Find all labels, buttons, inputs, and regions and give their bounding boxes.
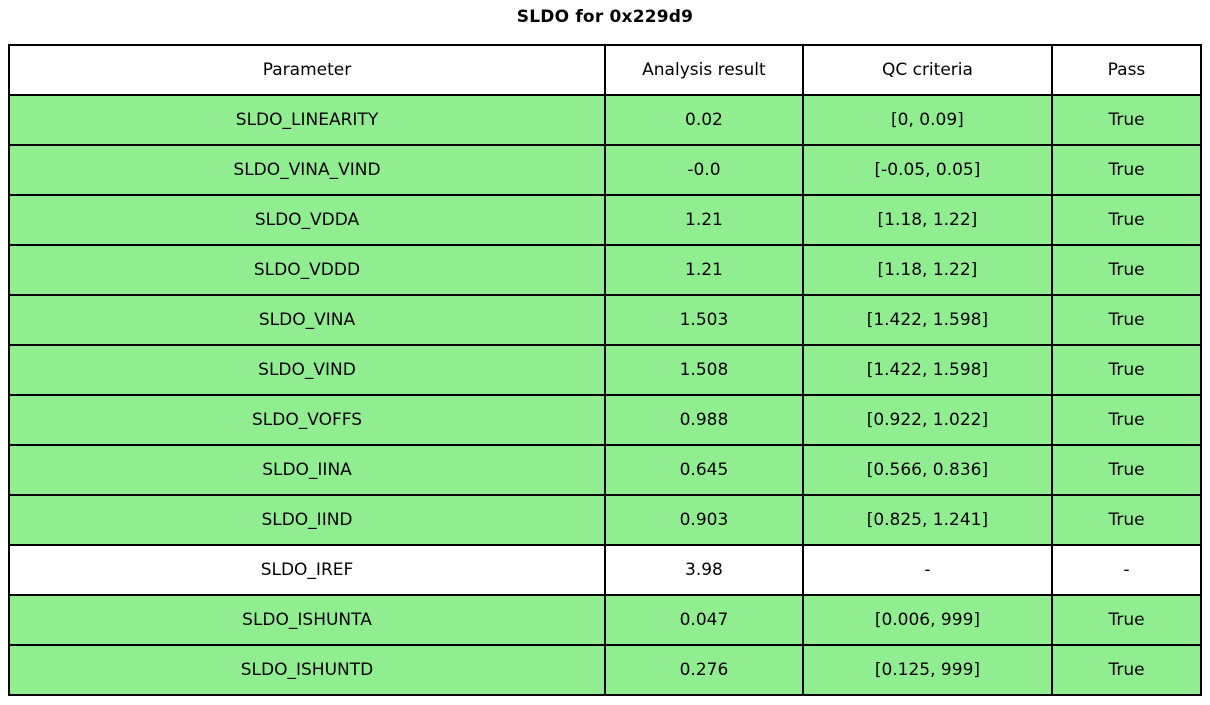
cell-parameter: SLDO_VDDD xyxy=(8,244,606,296)
cell-parameter: SLDO_VIND xyxy=(8,344,606,396)
chart-title: SLDO for 0x229d9 xyxy=(516,7,694,27)
cell-parameter: SLDO_VDDA xyxy=(8,194,606,246)
cell-criteria: [0.825, 1.241] xyxy=(801,494,1053,546)
cell-result: 0.645 xyxy=(604,444,804,496)
cell-result: 3.98 xyxy=(604,544,804,596)
column-header-pass: Pass xyxy=(1050,44,1203,96)
table-row: SLDO_VDDD 1.21 [1.18, 1.22] True xyxy=(8,244,1203,296)
cell-parameter: SLDO_IINA xyxy=(8,444,606,496)
cell-result: 0.02 xyxy=(604,94,804,146)
cell-pass: True xyxy=(1050,444,1203,496)
table-row: SLDO_LINEARITY 0.02 [0, 0.09] True xyxy=(8,94,1203,146)
cell-result: 0.988 xyxy=(604,394,804,446)
cell-parameter: SLDO_ISHUNTA xyxy=(8,594,606,646)
cell-result: -0.0 xyxy=(604,144,804,196)
table-row: SLDO_VINA 1.503 [1.422, 1.598] True xyxy=(8,294,1203,346)
cell-pass: True xyxy=(1050,94,1203,146)
cell-parameter: SLDO_VINA_VIND xyxy=(8,144,606,196)
table-row: SLDO_IINA 0.645 [0.566, 0.836] True xyxy=(8,444,1203,496)
cell-criteria: - xyxy=(801,544,1053,596)
cell-pass: True xyxy=(1050,644,1203,696)
cell-criteria: [1.422, 1.598] xyxy=(801,344,1053,396)
table-row: SLDO_VINA_VIND -0.0 [-0.05, 0.05] True xyxy=(8,144,1203,196)
cell-pass: True xyxy=(1050,144,1203,196)
cell-parameter: SLDO_ISHUNTD xyxy=(8,644,606,696)
cell-result: 0.276 xyxy=(604,644,804,696)
cell-result: 0.903 xyxy=(604,494,804,546)
cell-parameter: SLDO_VINA xyxy=(8,294,606,346)
cell-criteria: [-0.05, 0.05] xyxy=(801,144,1053,196)
cell-pass: True xyxy=(1050,194,1203,246)
cell-criteria: [0.125, 999] xyxy=(801,644,1053,696)
cell-criteria: [1.422, 1.598] xyxy=(801,294,1053,346)
column-header-qc-criteria: QC criteria xyxy=(801,44,1053,96)
cell-pass: True xyxy=(1050,394,1203,446)
cell-criteria: [1.18, 1.22] xyxy=(801,194,1053,246)
cell-result: 1.21 xyxy=(604,194,804,246)
qc-results-table: Parameter Analysis result QC criteria Pa… xyxy=(8,44,1203,696)
table-row: SLDO_VIND 1.508 [1.422, 1.598] True xyxy=(8,344,1203,396)
cell-pass: True xyxy=(1050,344,1203,396)
cell-parameter: SLDO_LINEARITY xyxy=(8,94,606,146)
table-row: SLDO_ISHUNTD 0.276 [0.125, 999] True xyxy=(8,644,1203,696)
cell-criteria: [0, 0.09] xyxy=(801,94,1053,146)
cell-criteria: [0.566, 0.836] xyxy=(801,444,1053,496)
table-row: SLDO_VOFFS 0.988 [0.922, 1.022] True xyxy=(8,394,1203,446)
table-row: SLDO_IREF 3.98- - xyxy=(8,544,1203,596)
cell-pass: - xyxy=(1050,544,1203,596)
cell-criteria: [0.922, 1.022] xyxy=(801,394,1053,446)
cell-pass: True xyxy=(1050,494,1203,546)
cell-result: 1.21 xyxy=(604,244,804,296)
cell-result: 1.508 xyxy=(604,344,804,396)
cell-result: 0.047 xyxy=(604,594,804,646)
cell-result: 1.503 xyxy=(604,294,804,346)
cell-parameter: SLDO_IREF xyxy=(8,544,606,596)
cell-pass: True xyxy=(1050,294,1203,346)
table-row: SLDO_IIND 0.903 [0.825, 1.241] True xyxy=(8,494,1203,546)
table-row: SLDO_VDDA 1.21 [1.18, 1.22] True xyxy=(8,194,1203,246)
cell-criteria: [0.006, 999] xyxy=(801,594,1053,646)
column-header-parameter: Parameter xyxy=(8,44,606,96)
cell-pass: True xyxy=(1050,244,1203,296)
cell-pass: True xyxy=(1050,594,1203,646)
cell-parameter: SLDO_VOFFS xyxy=(8,394,606,446)
table-body: SLDO_LINEARITY 0.02 [0, 0.09] True SLDO_VINA… xyxy=(8,94,1203,696)
cell-criteria: [1.18, 1.22] xyxy=(801,244,1053,296)
table-row: SLDO_ISHUNTA 0.047 [0.006, 999] True xyxy=(8,594,1203,646)
header-row: Parameter Analysis result QC criteria Pa… xyxy=(8,44,1203,96)
cell-parameter: SLDO_IIND xyxy=(8,494,606,546)
column-header-analysis-result: Analysis result xyxy=(604,44,804,96)
table-header: Parameter Analysis result QC criteria Pa… xyxy=(8,44,1203,96)
